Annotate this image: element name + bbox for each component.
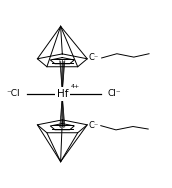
Text: ⁻Cl: ⁻Cl <box>6 89 20 99</box>
Text: C⁻: C⁻ <box>89 53 99 62</box>
Text: Cl⁻: Cl⁻ <box>108 89 122 99</box>
Text: Hf: Hf <box>57 89 68 99</box>
Text: C⁻: C⁻ <box>88 121 98 130</box>
Text: 4+: 4+ <box>70 84 80 89</box>
